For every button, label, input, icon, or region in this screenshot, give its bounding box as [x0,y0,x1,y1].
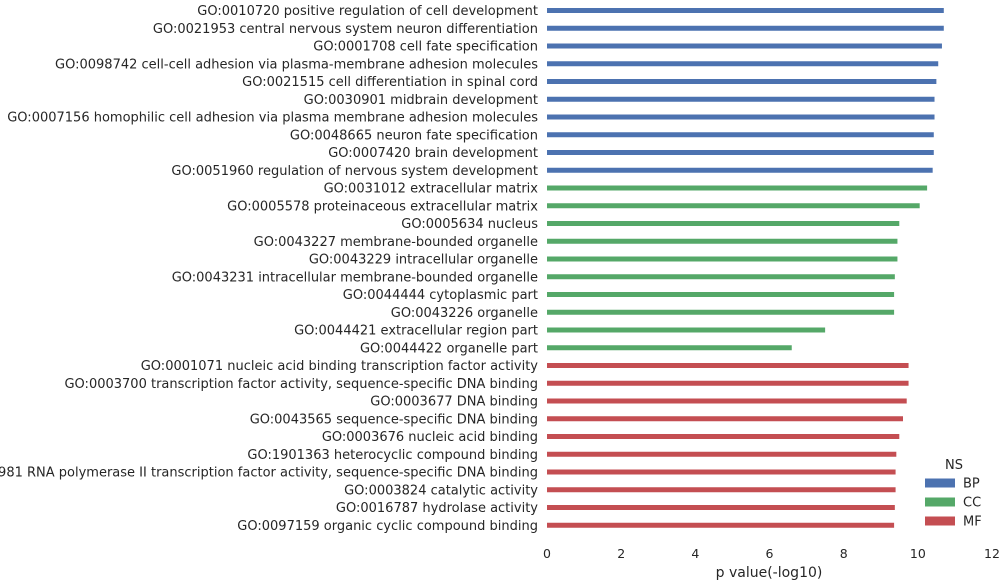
bar-cc [547,185,928,191]
bar-mf [547,363,909,368]
category-label: GO:0016787 hydrolase activity [336,501,538,516]
category-label: GO:0044444 cytoplasmic part [343,288,538,303]
bar-mf [547,469,896,475]
bar-mf [547,380,909,386]
bar-bp [547,79,937,84]
category-label: GO:0005578 proteinaceous extracellular m… [227,199,538,214]
legend-swatch-cc [925,497,955,507]
category-label: GO:0003824 catalytic activity [344,483,538,498]
bar-mf [547,505,895,510]
bar-mf [547,434,900,439]
category-labels: GO:0010720 positive regulation of cell d… [0,4,538,534]
x-tick-label: 12 [984,546,1000,561]
category-label: GO:0021515 cell differentiation in spina… [242,75,538,90]
bar-bp [547,8,944,13]
category-label: GO:0007420 brain development [328,146,538,161]
category-label: GO:0003700 transcription factor activity… [64,377,538,392]
x-tick-label: 6 [766,546,774,561]
bar-cc [547,274,895,280]
bar-bp [547,114,935,120]
bar-cc [547,203,920,209]
category-label: GO:0010720 positive regulation of cell d… [197,4,538,19]
bar-bp [547,43,942,49]
bar-bp [547,96,935,102]
bar-cc [547,256,898,262]
category-label: GO:0003676 nucleic acid binding [322,430,538,445]
category-label: GO:0021953 central nervous system neuron… [153,22,538,37]
bar-cc [547,327,826,333]
bar-bp [547,132,934,138]
bar-cc [547,345,792,351]
x-tick-label: 8 [840,546,848,561]
category-label: GO:0051960 regulation of nervous system … [171,164,538,179]
bar-cc [547,309,895,315]
category-label: GO:0001708 cell fate specification [313,40,538,55]
x-tick-label: 4 [691,546,699,561]
x-tick-label: 0 [543,546,551,561]
category-label: GO:0031012 extracellular matrix [324,182,539,197]
category-label: GO:0048665 neuron fate specification [290,128,538,143]
category-label: GO:0097159 organic cyclic compound bindi… [237,519,538,534]
bar-cc [547,238,898,244]
bar-bp [547,25,944,31]
legend-swatch-bp [925,478,955,488]
bar-mf [547,487,896,493]
legend-swatch-mf [925,516,955,526]
category-label: GO:0044421 extracellular region part [294,324,538,339]
legend-label-bp: BP [963,477,980,492]
category-label: GO:0005634 nucleus [401,217,538,232]
category-label: GO:0030901 midbrain development [304,93,538,108]
legend: NS BP CC MF [925,458,982,530]
category-label: GO:0007156 homophilic cell adhesion via … [7,111,538,126]
category-label: GO:0000981 RNA polymerase II transcripti… [0,466,538,481]
category-label: GO:0098742 cell-cell adhesion via plasma… [55,57,538,72]
bar-bp [547,167,933,173]
category-label: GO:0003677 DNA binding [370,395,538,410]
category-label: GO:0043231 intracellular membrane-bounde… [172,270,538,285]
bars-layer [547,8,944,528]
bar-mf [547,398,907,404]
category-label: GO:0044422 organelle part [360,341,538,356]
bar-bp [547,150,934,155]
legend-label-cc: CC [963,496,981,511]
category-label: GO:0043229 intracellular organelle [309,253,538,268]
category-label: GO:1901363 heterocyclic compound binding [247,448,538,463]
bar-mf [547,451,897,457]
x-tick-label: 10 [910,546,926,561]
category-label: GO:0043226 organelle [391,306,538,321]
x-axis-ticks: 0 2 4 6 8 10 12 [543,546,1000,561]
bar-cc [547,221,900,226]
x-axis-label: p value(-log10) [716,565,823,581]
bar-mf [547,416,903,422]
bar-cc [547,292,895,297]
bar-bp [547,61,939,67]
x-tick-label: 2 [617,546,625,561]
category-label: GO:0043565 sequence-specific DNA binding [250,412,538,427]
category-label: GO:0001071 nucleic acid binding transcri… [141,359,539,374]
bar-mf [547,522,895,528]
legend-title: NS [945,458,963,473]
category-label: GO:0043227 membrane-bounded organelle [254,235,538,250]
legend-label-mf: MF [963,515,982,530]
